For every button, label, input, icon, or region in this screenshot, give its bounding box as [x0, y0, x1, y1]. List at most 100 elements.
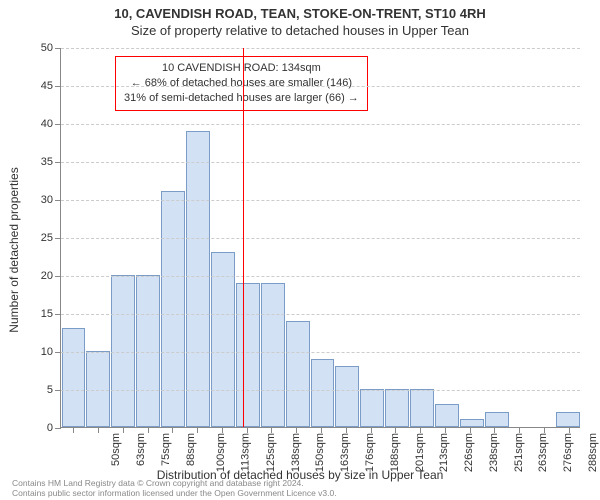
x-tick [73, 427, 74, 433]
y-tick [55, 162, 61, 163]
y-tick-label: 0 [47, 422, 53, 434]
bar [236, 283, 260, 427]
y-axis-label: Number of detached properties [7, 167, 21, 332]
gridline [61, 390, 580, 391]
bar [261, 283, 285, 427]
y-tick [55, 48, 61, 49]
y-tick [55, 86, 61, 87]
bar [211, 252, 235, 427]
x-tick-label: 276sqm [562, 433, 574, 472]
x-tick [98, 427, 99, 433]
x-tick-label: 125sqm [265, 433, 277, 472]
bar [161, 191, 185, 427]
x-tick-label: 163sqm [339, 433, 351, 472]
x-tick [296, 427, 297, 433]
bar [385, 389, 409, 427]
gridline [61, 48, 580, 49]
x-tick [395, 427, 396, 433]
x-tick-label: 150sqm [315, 433, 327, 472]
bar [136, 275, 160, 427]
x-tick [172, 427, 173, 433]
gridline [61, 352, 580, 353]
gridline [61, 314, 580, 315]
x-tick-label: 251sqm [513, 433, 525, 472]
gridline [61, 124, 580, 125]
y-tick [55, 390, 61, 391]
bar [435, 404, 459, 427]
x-tick-label: 263sqm [537, 433, 549, 472]
info-box-line: 10 CAVENDISH ROAD: 134sqm [124, 61, 359, 76]
x-tick-label: 188sqm [389, 433, 401, 472]
title-subtitle: Size of property relative to detached ho… [0, 23, 600, 38]
y-tick-label: 20 [41, 270, 53, 282]
y-tick-label: 45 [41, 80, 53, 92]
x-tick [544, 427, 545, 433]
gridline [61, 238, 580, 239]
bar [410, 389, 434, 427]
bar [286, 321, 310, 427]
y-tick-label: 15 [41, 308, 53, 320]
x-tick [569, 427, 570, 433]
y-tick-label: 25 [41, 232, 53, 244]
x-tick [371, 427, 372, 433]
x-tick-label: 113sqm [240, 433, 252, 471]
x-tick-label: 50sqm [110, 433, 122, 466]
bar [360, 389, 384, 427]
gridline [61, 162, 580, 163]
chart-title: 10, CAVENDISH ROAD, TEAN, STOKE-ON-TRENT… [0, 0, 600, 38]
x-tick [346, 427, 347, 433]
footer-line1: Contains HM Land Registry data © Crown c… [12, 478, 337, 488]
x-tick-label: 288sqm [587, 433, 599, 472]
footer-line2: Contains public sector information licen… [12, 488, 337, 498]
bar [311, 359, 335, 427]
gridline [61, 276, 580, 277]
reference-line [243, 48, 244, 427]
bar [62, 328, 86, 427]
y-tick [55, 352, 61, 353]
x-tick [519, 427, 520, 433]
y-tick-label: 40 [41, 118, 53, 130]
y-tick-label: 35 [41, 156, 53, 168]
x-tick-label: 226sqm [463, 433, 475, 472]
y-tick [55, 124, 61, 125]
bar [186, 131, 210, 427]
x-tick [271, 427, 272, 433]
x-tick [321, 427, 322, 433]
x-tick-label: 176sqm [364, 433, 376, 472]
y-tick [55, 314, 61, 315]
x-tick [494, 427, 495, 433]
info-box: 10 CAVENDISH ROAD: 134sqm← 68% of detach… [115, 56, 368, 111]
x-tick [123, 427, 124, 433]
x-tick-label: 138sqm [290, 433, 302, 472]
x-tick-label: 201sqm [414, 433, 426, 472]
y-tick [55, 200, 61, 201]
footer-attribution: Contains HM Land Registry data © Crown c… [12, 478, 337, 498]
x-tick [222, 427, 223, 433]
x-tick [247, 427, 248, 433]
y-tick [55, 238, 61, 239]
x-tick-label: 238sqm [488, 433, 500, 472]
plot-area: 10 CAVENDISH ROAD: 134sqm← 68% of detach… [60, 48, 580, 428]
x-tick-label: 75sqm [160, 433, 172, 466]
y-tick-label: 30 [41, 194, 53, 206]
bar [460, 419, 484, 427]
gridline [61, 200, 580, 201]
x-tick-label: 213sqm [438, 433, 450, 472]
bar [86, 351, 110, 427]
x-tick-label: 100sqm [216, 433, 228, 472]
y-tick-label: 5 [47, 384, 53, 396]
y-tick [55, 276, 61, 277]
bar [335, 366, 359, 427]
x-tick [197, 427, 198, 433]
y-tick-label: 50 [41, 42, 53, 54]
y-tick [55, 428, 61, 429]
x-tick-label: 88sqm [185, 433, 197, 466]
x-tick [148, 427, 149, 433]
info-box-line: ← 68% of detached houses are smaller (14… [124, 76, 359, 91]
chart-container: 10, CAVENDISH ROAD, TEAN, STOKE-ON-TRENT… [0, 0, 600, 500]
bar [111, 275, 135, 427]
info-box-line: 31% of semi-detached houses are larger (… [124, 91, 359, 106]
bar [556, 412, 580, 427]
x-tick [420, 427, 421, 433]
x-tick [470, 427, 471, 433]
